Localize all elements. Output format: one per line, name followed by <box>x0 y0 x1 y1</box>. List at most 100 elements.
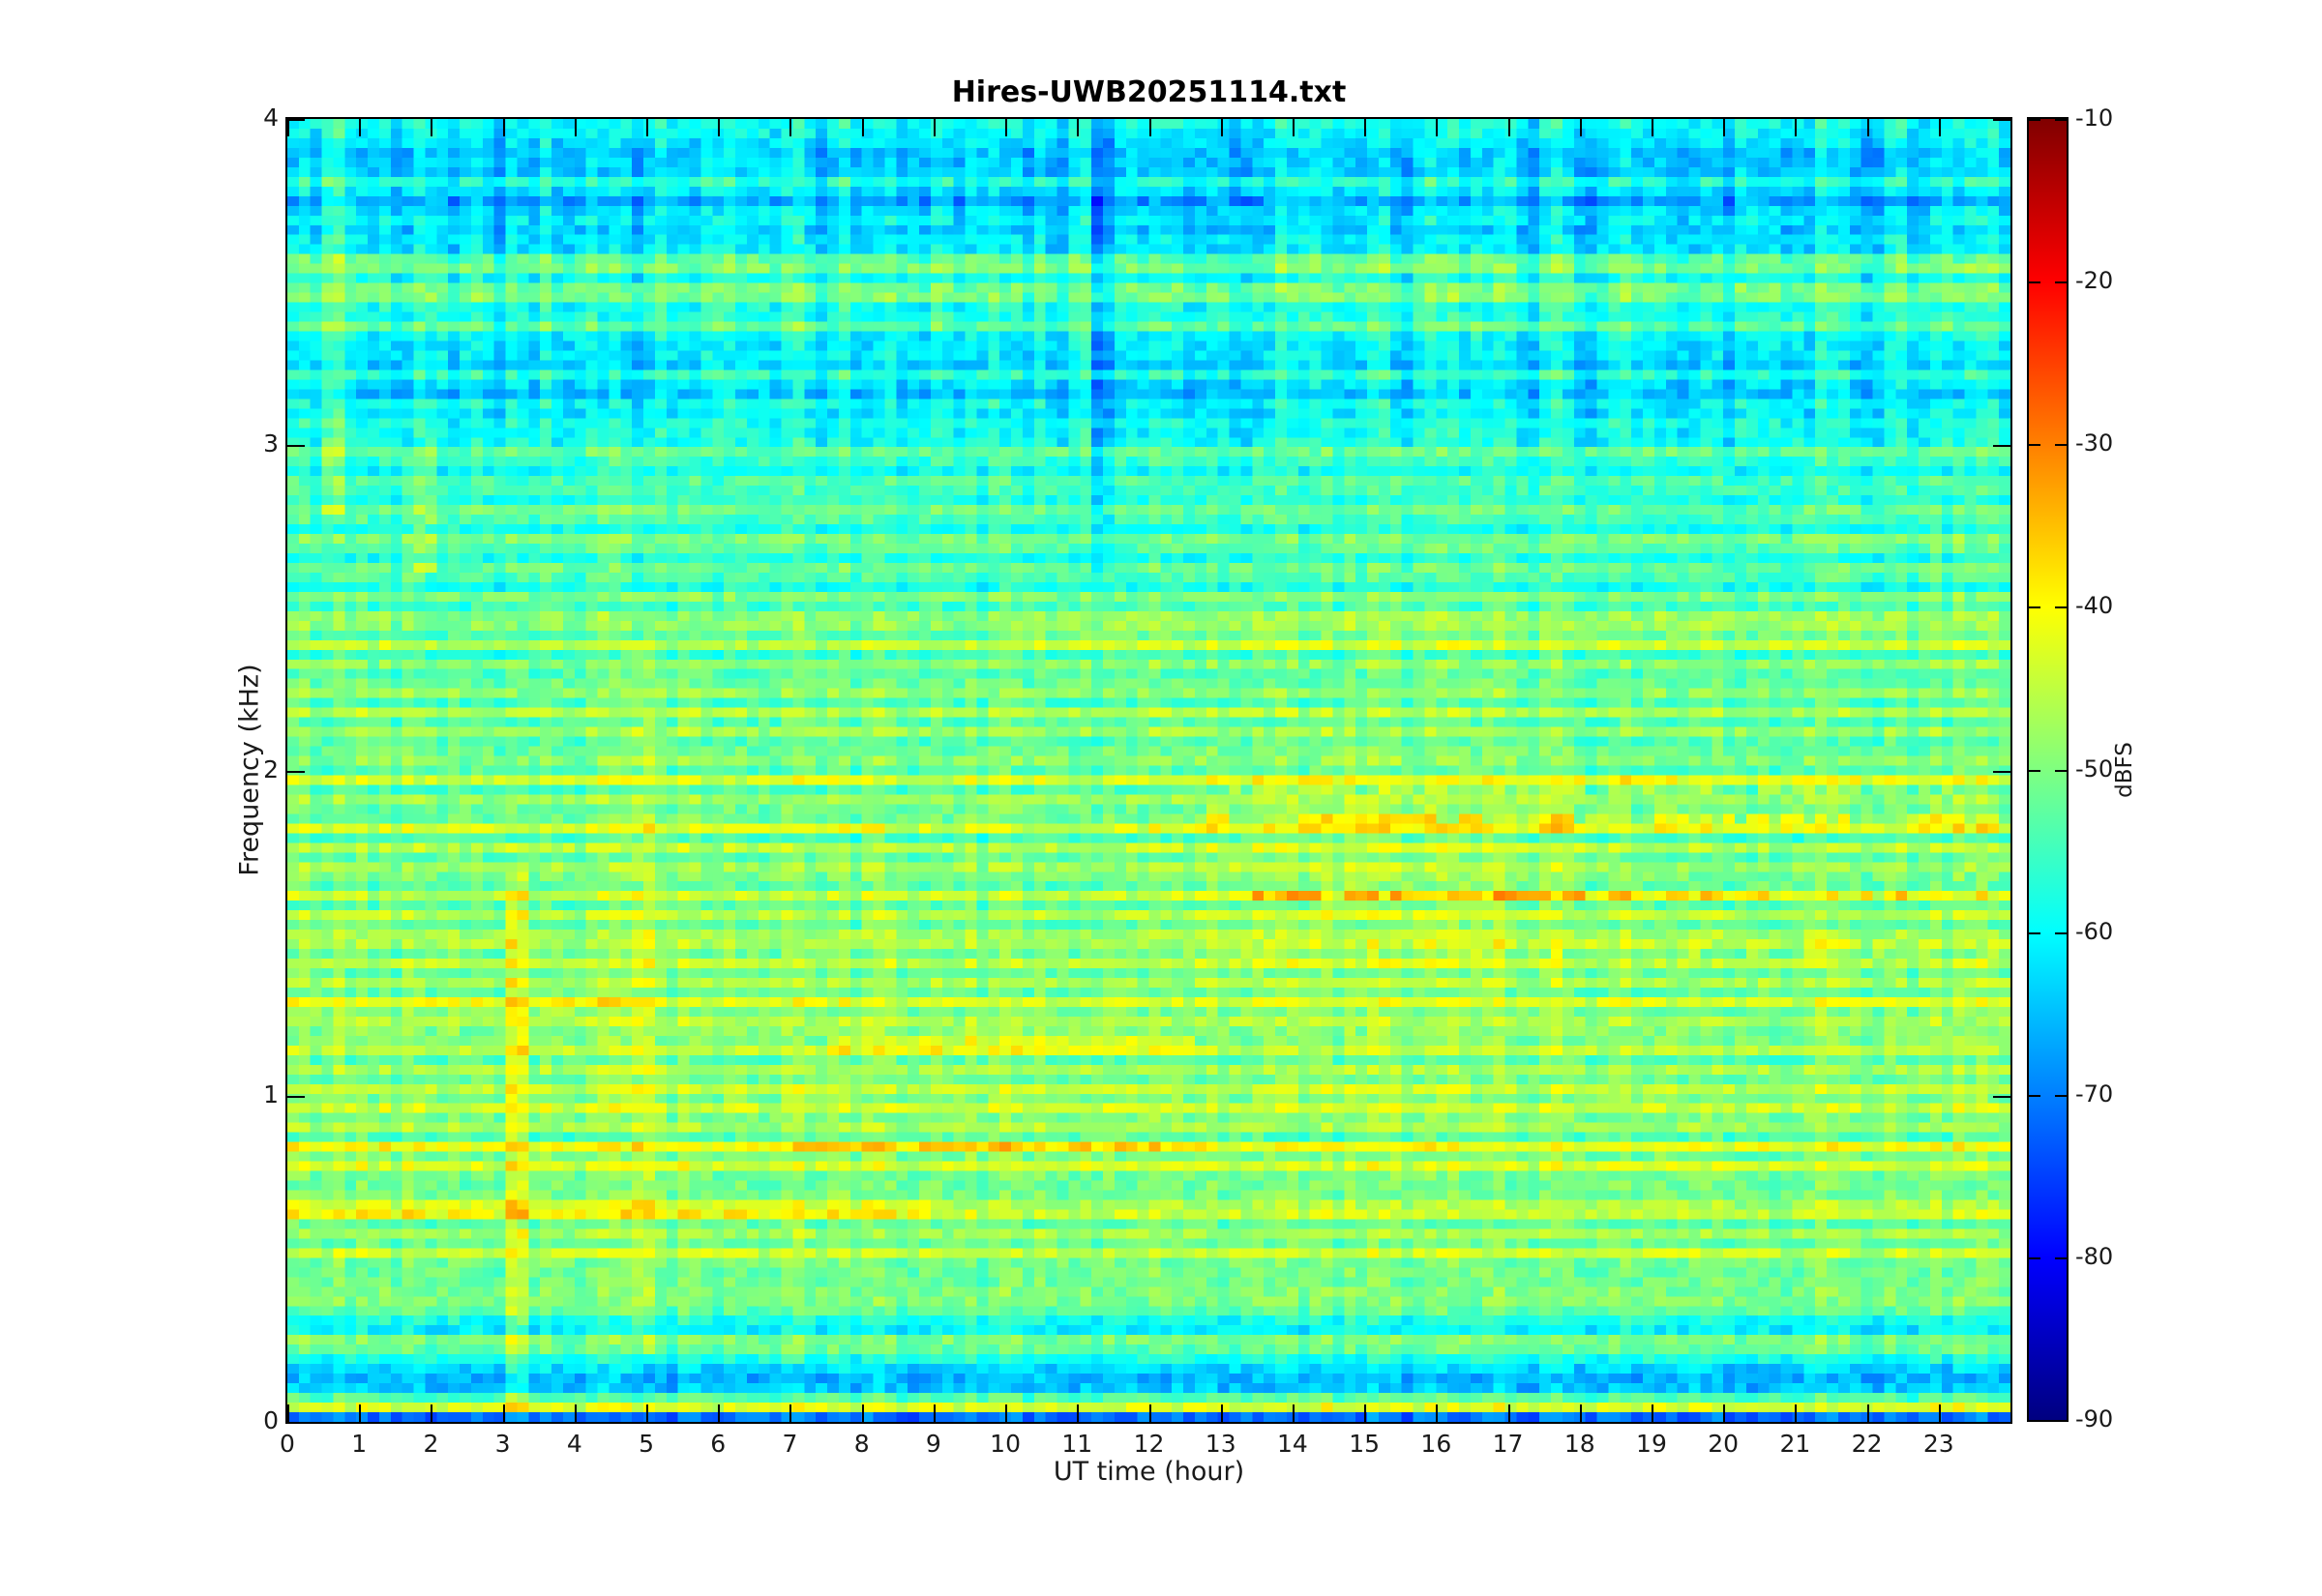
x-tick <box>1364 1404 1366 1422</box>
y-tick-label: 0 <box>263 1406 279 1434</box>
x-tick <box>1580 1404 1582 1422</box>
x-tick <box>934 1404 936 1422</box>
colorbar-tick-label: -40 <box>2075 592 2114 620</box>
x-tick <box>1005 119 1007 136</box>
y-tick <box>287 771 305 773</box>
x-tick <box>1436 1404 1438 1422</box>
colorbar-tick <box>2055 119 2067 121</box>
x-tick <box>1795 119 1797 136</box>
chart-title: Hires-UWB20251114.txt <box>951 75 1347 109</box>
x-tick-label: 17 <box>1492 1430 1524 1458</box>
x-tick <box>503 1404 505 1422</box>
x-tick <box>1293 119 1295 136</box>
spectrogram-canvas <box>287 119 2010 1422</box>
x-tick-label: 4 <box>566 1430 582 1458</box>
y-tick <box>287 445 305 447</box>
x-tick <box>359 1404 361 1422</box>
colorbar-tick <box>2055 1420 2067 1422</box>
x-tick <box>1939 1404 1941 1422</box>
colorbar-tick <box>2055 606 2067 608</box>
x-tick <box>1867 119 1869 136</box>
colorbar-tick-label: -50 <box>2075 754 2114 783</box>
colorbar-label: dBFS <box>2112 742 2137 798</box>
x-tick-label: 13 <box>1205 1430 1236 1458</box>
x-tick-label: 20 <box>1708 1430 1740 1458</box>
x-tick <box>1867 1404 1869 1422</box>
y-tick <box>1993 1096 2010 1098</box>
x-tick-label: 5 <box>639 1430 654 1458</box>
x-tick <box>718 119 720 136</box>
colorbar-tick <box>2055 444 2067 446</box>
y-tick <box>1993 771 2010 773</box>
colorbar-tick <box>2029 606 2040 608</box>
x-tick <box>1508 119 1510 136</box>
x-tick <box>1293 1404 1295 1422</box>
x-tick <box>1795 1404 1797 1422</box>
x-axis-label: UT time (hour) <box>1053 1457 1245 1487</box>
x-tick <box>1580 119 1582 136</box>
colorbar-tick <box>2029 1420 2040 1422</box>
x-tick-label: 6 <box>710 1430 727 1458</box>
y-tick <box>1993 445 2010 447</box>
x-tick <box>1221 1404 1223 1422</box>
x-tick <box>1508 1404 1510 1422</box>
x-tick-label: 21 <box>1779 1430 1811 1458</box>
x-tick <box>575 1404 577 1422</box>
colorbar-tick <box>2029 444 2040 446</box>
x-tick <box>1149 1404 1151 1422</box>
y-tick-label: 4 <box>263 103 279 132</box>
colorbar-tick-label: -90 <box>2075 1405 2114 1433</box>
x-tick-label: 15 <box>1349 1430 1381 1458</box>
colorbar-tick <box>2055 1095 2067 1097</box>
x-tick-label: 23 <box>1922 1430 1954 1458</box>
colorbar-tick-label: -60 <box>2075 917 2114 945</box>
x-tick <box>646 119 648 136</box>
spectrogram-plot <box>285 117 2012 1424</box>
colorbar-gradient <box>2029 119 2067 1420</box>
y-tick-label: 1 <box>263 1080 279 1109</box>
x-tick <box>718 1404 720 1422</box>
x-tick <box>646 1404 648 1422</box>
x-tick <box>789 1404 791 1422</box>
x-tick <box>1149 119 1151 136</box>
x-tick <box>1723 119 1725 136</box>
x-tick <box>575 119 577 136</box>
x-tick <box>862 119 864 136</box>
colorbar-tick <box>2029 119 2040 121</box>
x-tick <box>1652 119 1653 136</box>
y-tick <box>287 1422 305 1424</box>
x-tick <box>431 1404 432 1422</box>
x-tick <box>359 119 361 136</box>
x-tick <box>1077 119 1079 136</box>
x-tick <box>287 1404 289 1422</box>
x-tick-label: 3 <box>494 1430 511 1458</box>
x-tick-label: 16 <box>1420 1430 1452 1458</box>
colorbar-tick <box>2029 1257 2040 1259</box>
colorbar-tick-label: -20 <box>2075 267 2114 295</box>
x-tick <box>1939 119 1941 136</box>
x-tick-label: 2 <box>423 1430 439 1458</box>
x-tick-label: 0 <box>280 1430 295 1458</box>
x-tick-label: 7 <box>782 1430 798 1458</box>
colorbar-tick-label: -70 <box>2075 1079 2114 1108</box>
y-tick-label: 3 <box>263 429 279 458</box>
colorbar <box>2027 117 2069 1422</box>
x-tick-label: 19 <box>1636 1430 1667 1458</box>
colorbar-tick <box>2029 770 2040 772</box>
x-tick-label: 18 <box>1563 1430 1595 1458</box>
x-tick <box>1364 119 1366 136</box>
y-tick <box>287 1096 305 1098</box>
x-tick-label: 8 <box>853 1430 870 1458</box>
colorbar-tick <box>2029 1095 2040 1097</box>
x-tick <box>431 119 432 136</box>
colorbar-tick <box>2029 932 2040 934</box>
x-tick <box>1005 1404 1007 1422</box>
x-tick <box>862 1404 864 1422</box>
y-tick <box>1993 119 2010 121</box>
x-tick <box>934 119 936 136</box>
x-tick <box>1221 119 1223 136</box>
x-tick-label: 9 <box>925 1430 941 1458</box>
x-tick-label: 1 <box>351 1430 368 1458</box>
x-tick <box>287 119 289 136</box>
